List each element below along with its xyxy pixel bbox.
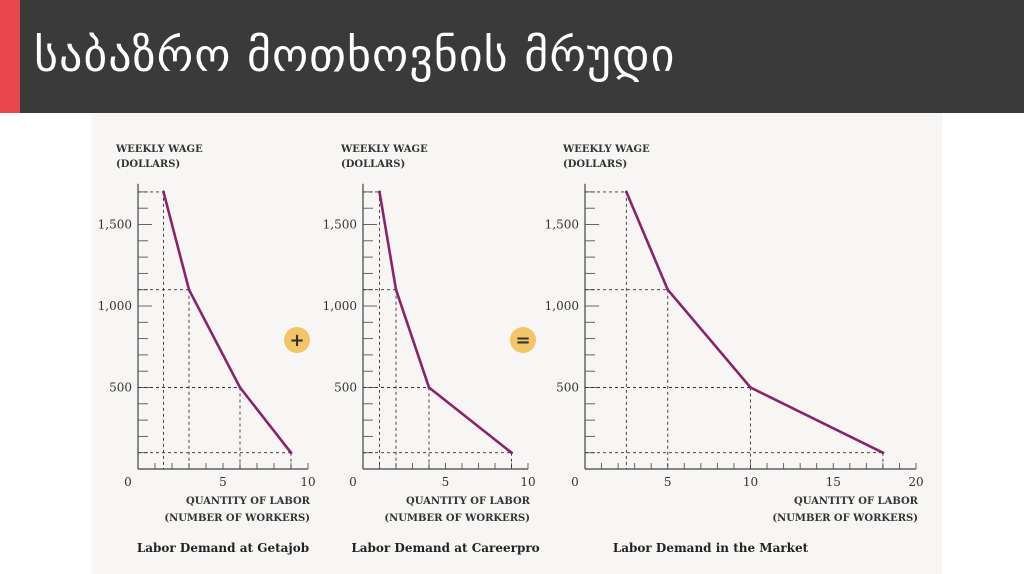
slide-title: საბაზრო მოთხოვნის მრუდი — [34, 28, 676, 82]
y-axis-label-unit: (DOLLARS) — [116, 159, 180, 170]
plus-operator: + — [289, 330, 304, 351]
data-point — [666, 288, 670, 292]
y-tick-label: 1,500 — [545, 218, 579, 232]
chart-caption: Labor Demand at Getajob — [137, 541, 309, 555]
y-tick-label: 1,500 — [323, 218, 357, 232]
demand-curve-segment — [666, 288, 752, 389]
equals-operator-circle — [510, 327, 536, 353]
x-tick-label: 5 — [219, 475, 227, 489]
x-tick-label: 0 — [571, 475, 579, 489]
demand-curve-segment — [378, 190, 398, 292]
demand-curve-segment — [162, 190, 191, 292]
x-tick-label: 0 — [124, 475, 132, 489]
header-accent-bar — [0, 0, 20, 113]
x-tick-label: 0 — [349, 475, 357, 489]
data-point — [881, 451, 885, 455]
x-tick-label: 10 — [300, 475, 315, 489]
demand-curve-segment — [427, 386, 513, 455]
x-tick-label: 5 — [442, 475, 450, 489]
y-tick-label: 1,500 — [98, 218, 132, 232]
data-point — [427, 386, 431, 389]
x-axis-label-unit: (NUMBER OF WORKERS) — [164, 513, 310, 524]
x-axis-label-unit: (NUMBER OF WORKERS) — [384, 513, 530, 524]
x-axis-label-unit: (NUMBER OF WORKERS) — [772, 513, 918, 524]
data-point — [749, 386, 752, 389]
y-tick-label: 1,000 — [98, 299, 132, 313]
y-tick-label: 500 — [109, 381, 132, 395]
demand-curve-segment — [187, 288, 242, 389]
data-point — [510, 451, 513, 455]
demand-curve-segment — [749, 386, 885, 455]
y-tick-label: 500 — [556, 381, 579, 395]
chart-caption: Labor Demand in the Market — [613, 541, 809, 555]
y-tick-label: 1,000 — [545, 299, 579, 313]
plus-operator-circle — [284, 327, 310, 353]
data-point — [238, 386, 242, 389]
demand-curve-segment — [394, 288, 431, 389]
x-tick-label: 20 — [908, 475, 923, 489]
demand-curve-segment — [625, 190, 670, 292]
data-point — [378, 190, 381, 194]
x-axis-label: QUANTITY OF LABOR — [794, 496, 919, 507]
x-axis-label: QUANTITY OF LABOR — [406, 496, 531, 507]
y-tick-label: 1,000 — [323, 299, 357, 313]
data-point — [624, 190, 628, 194]
x-tick-label: 10 — [743, 475, 758, 489]
x-tick-label: 15 — [826, 475, 841, 489]
equals-operator: = — [515, 330, 530, 351]
x-tick-label: 5 — [664, 475, 672, 489]
data-point — [394, 288, 398, 292]
demand-curve-segment — [238, 386, 293, 455]
data-point — [289, 451, 293, 455]
y-axis-label: WEEKLY WAGE — [115, 144, 203, 155]
y-axis-label: WEEKLY WAGE — [562, 144, 650, 155]
y-axis-label: WEEKLY WAGE — [340, 144, 428, 155]
y-axis-label-unit: (DOLLARS) — [341, 159, 405, 170]
slide-header — [0, 0, 1024, 113]
y-axis-label-unit: (DOLLARS) — [563, 159, 627, 170]
data-point — [187, 288, 191, 292]
x-tick-label: 10 — [520, 475, 535, 489]
data-point — [162, 190, 165, 194]
y-tick-label: 500 — [334, 381, 357, 395]
x-axis-label: QUANTITY OF LABOR — [186, 496, 311, 507]
chart-caption: Labor Demand at Careerpro — [351, 541, 539, 555]
